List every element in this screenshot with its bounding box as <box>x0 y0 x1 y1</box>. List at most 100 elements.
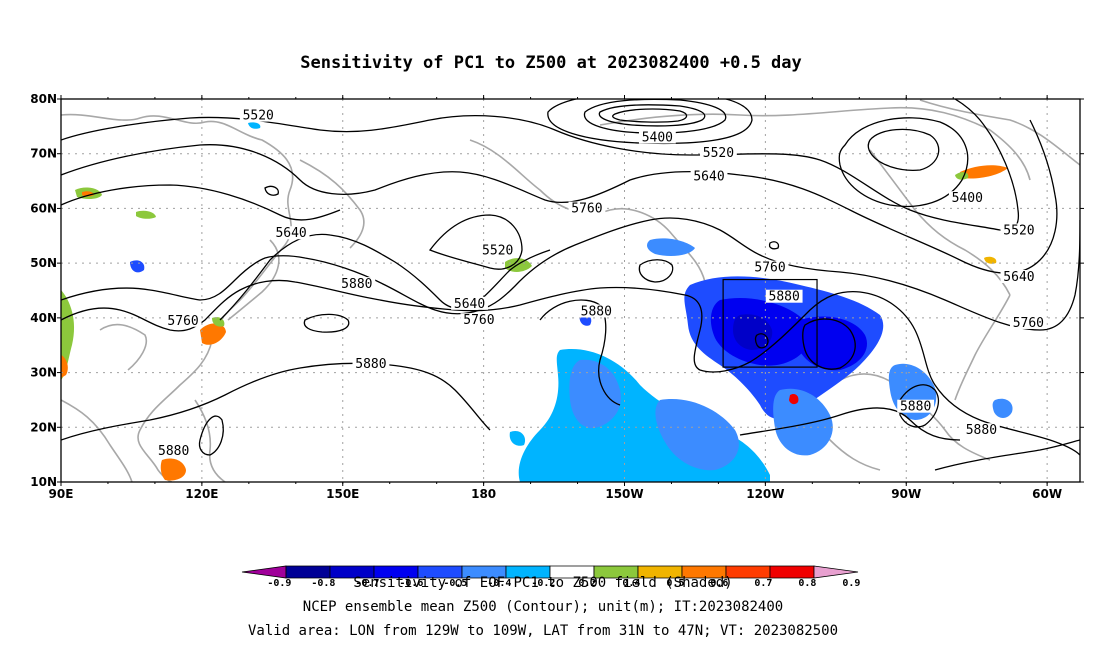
shading-blob-blue-south <box>569 359 621 429</box>
lat-label: 50N <box>30 256 57 270</box>
colorbar-tick-label: 0.2 <box>578 578 596 589</box>
z500-contours <box>61 99 1080 471</box>
contour-label: 5640 <box>454 297 485 312</box>
contour-label-bg <box>1000 223 1038 237</box>
contour-label-bg <box>1009 315 1047 329</box>
contour-label: 5640 <box>693 169 724 184</box>
colorbar-tick-label: 0.7 <box>754 578 772 589</box>
contour-5880-pacific <box>539 299 621 406</box>
coastline-south-china <box>99 323 147 371</box>
latitude-labels: 80N 70N 60N 50N 40N 30N 20N 10N <box>30 92 57 489</box>
colorbar-tick-label: -0.9 <box>267 578 291 589</box>
colorbar-tick-label: -0.8 <box>311 578 335 589</box>
contour-label-bg <box>272 226 310 240</box>
colorbar-swatch <box>813 565 859 579</box>
lon-label: 180 <box>471 487 496 501</box>
lat-label: 60N <box>30 201 57 215</box>
contour-label-bg <box>479 243 517 257</box>
colorbar-swatch <box>241 565 287 579</box>
shading-green-westcoast <box>61 290 75 380</box>
coastline-greenland <box>919 99 1080 166</box>
shading-blob-northwest <box>647 238 695 256</box>
contour-5640-nw-loop <box>768 241 780 250</box>
colorbar-swatch <box>285 565 331 579</box>
colorbar-tick-label: -0.5 <box>443 578 467 589</box>
colorbar-tick-label: 0.9 <box>842 578 860 589</box>
contour-5880-mex <box>899 384 939 428</box>
contour-label: 5760 <box>167 314 198 329</box>
contour-label: 5880 <box>900 400 931 415</box>
lat-label: 80N <box>30 92 57 106</box>
lon-label: 120E <box>185 487 218 501</box>
contour-5880-small <box>754 333 769 349</box>
shading-blob-core <box>733 314 773 350</box>
contour-5520-small-loop <box>264 185 279 196</box>
contour-label-bg <box>568 201 606 215</box>
contour-5400-east-outer <box>838 117 969 208</box>
colorbar-swatch <box>769 565 815 579</box>
contour-label: 5880 <box>769 290 800 305</box>
map-frame <box>60 98 1081 483</box>
colorbar-tick-label: -0.4 <box>487 578 511 589</box>
contour-5880-lower <box>61 362 491 441</box>
shading-orange-labrador <box>960 165 1008 179</box>
lat-label: 20N <box>30 420 57 434</box>
contour-label: 5520 <box>703 146 734 161</box>
shading-blob-southeast <box>773 388 833 456</box>
shading-orange-korea <box>200 323 226 345</box>
lon-label: 90W <box>891 487 921 501</box>
contour-label: 5520 <box>1003 224 1034 239</box>
valid-area-box <box>722 278 818 368</box>
contour-label-bg <box>577 304 615 318</box>
contour-5400-low-inner2 <box>612 108 688 123</box>
contour-5760-inner <box>638 259 674 283</box>
contour-label: 5640 <box>275 226 306 241</box>
contour-label-bg <box>690 169 728 183</box>
shading-blob-east-dark <box>793 316 868 371</box>
contour-label: 5520 <box>243 109 274 124</box>
colorbar-tick-label: 0.8 <box>798 578 816 589</box>
colorbar-tick-label: -0.7 <box>355 578 379 589</box>
contour-label-bg <box>1000 270 1038 284</box>
contour-label: 5640 <box>1003 270 1034 285</box>
shading-orange-south <box>160 458 186 481</box>
contour-label-bg <box>352 357 390 371</box>
colorbar-tick-labels: -0.9 -0.8 -0.7 -0.6 -0.5 -0.4 -0.2 0.2 0.4 0.5 0.6… <box>267 578 860 589</box>
contour-label-bg <box>751 260 789 274</box>
contour-5880-east-low <box>802 318 856 370</box>
contour-label-bg <box>962 423 1000 437</box>
contour-label: 5520 <box>482 244 513 259</box>
contour-label: 5880 <box>158 444 189 459</box>
shading-blue-small1 <box>130 260 145 273</box>
contour-label: 5760 <box>754 261 785 276</box>
colorbar-tick-label: 0.5 <box>666 578 684 589</box>
figure-title: Sensitivity of PC1 to Z500 at 2023082400… <box>300 53 802 73</box>
colorbar-tick-label: 0.4 <box>622 578 640 589</box>
contour-5640 <box>61 119 1058 274</box>
contour-5400 <box>547 99 753 145</box>
shading-blob-red-spot <box>789 393 799 405</box>
contour-5520-north <box>61 99 1020 231</box>
contour-5760 <box>61 217 1080 331</box>
contour-label: 5880 <box>966 423 997 438</box>
contour-label-bg <box>239 108 277 122</box>
shading-cyan-small2 <box>509 430 526 446</box>
contour-label-bg <box>338 277 376 291</box>
contour-5400-low-inner1 <box>598 104 706 127</box>
shading-cyan-small1 <box>248 122 261 129</box>
contour-5880-mid-loop <box>303 313 350 333</box>
contour-label: 5880 <box>355 357 386 372</box>
contour-5400-low-center <box>583 99 727 134</box>
contour-label: 5760 <box>1013 316 1044 331</box>
contour-label-bg <box>897 399 935 413</box>
contour-label: 5400 <box>952 191 983 206</box>
colorbar <box>241 565 859 579</box>
shading-green-west2 <box>136 210 156 219</box>
colorbar-tick-label: 0.6 <box>710 578 728 589</box>
contour-5880-scs <box>198 415 224 456</box>
lat-label: 40N <box>30 311 57 325</box>
lon-label: 120W <box>746 487 784 501</box>
contour-5520-mid <box>428 214 523 270</box>
shading-orange-spot-east <box>984 256 997 264</box>
